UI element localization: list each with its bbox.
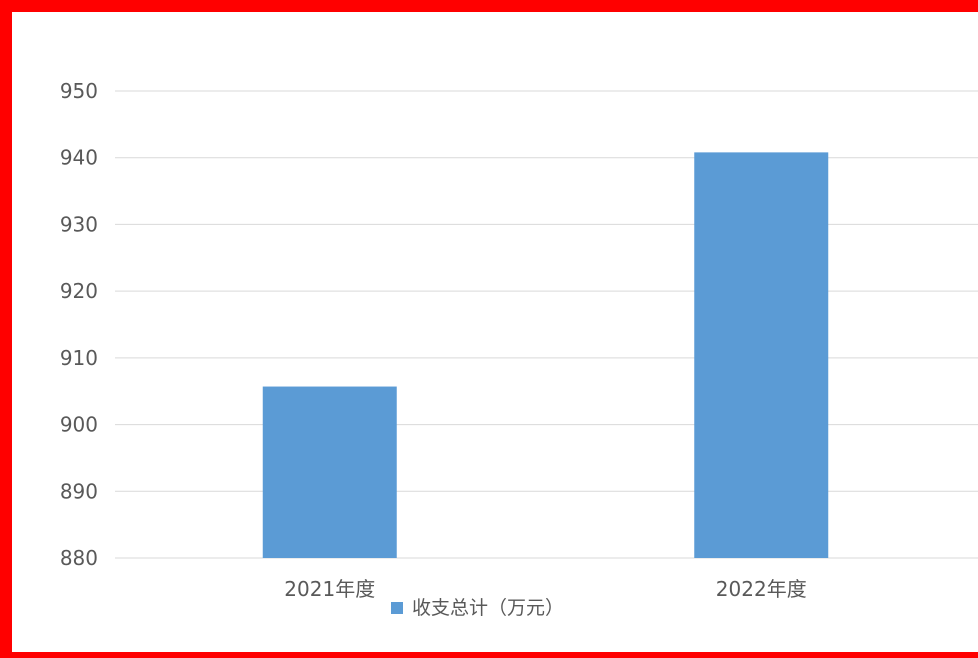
legend: 收支总计（万元）	[391, 597, 564, 619]
y-tick-label: 900	[60, 413, 98, 437]
legend-swatch	[391, 602, 403, 614]
bar-1	[262, 386, 397, 558]
y-tick-label: 910	[60, 346, 98, 370]
legend-label: 收支总计（万元）	[412, 597, 564, 619]
y-axis-ticks: 880 890 900 910 920 930 940 950	[60, 79, 98, 570]
y-tick-label: 930	[60, 212, 98, 236]
x-axis-labels: 2021年度 2022年度	[284, 577, 806, 601]
y-tick-label: 880	[60, 546, 98, 570]
x-category-label: 2022年度	[716, 577, 807, 601]
y-tick-label: 890	[60, 479, 98, 503]
x-category-label: 2021年度	[284, 577, 375, 601]
bars	[262, 152, 829, 558]
y-tick-label: 940	[60, 146, 98, 170]
y-tick-label: 950	[60, 79, 98, 103]
y-tick-label: 920	[60, 279, 98, 303]
bar-2	[694, 152, 829, 558]
gridlines	[115, 90, 978, 559]
